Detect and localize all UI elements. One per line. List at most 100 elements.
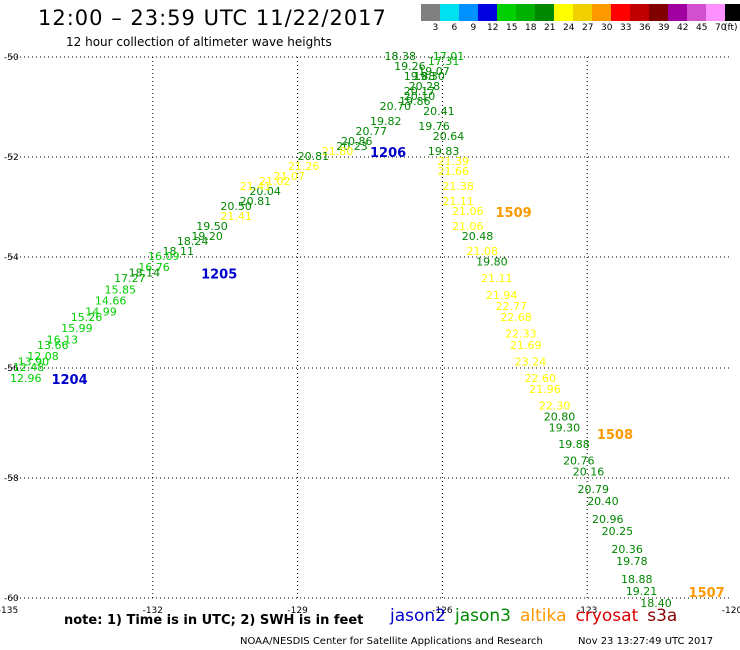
swh-value-label: 21.11: [442, 195, 474, 208]
swh-value-label: 12.08: [27, 350, 59, 363]
swh-value-label: 20.23: [336, 140, 368, 153]
swh-value-label: 19.30: [549, 422, 581, 435]
page-title: 12:00 – 23:59 UTC 11/22/2017: [38, 6, 387, 30]
swh-value-label: 20.41: [423, 105, 455, 118]
swh-value-label: 19.88: [558, 438, 590, 451]
swh-value-label: 20.64: [433, 130, 465, 143]
color-swatch: [554, 4, 573, 21]
swh-value-label: 19.80: [476, 256, 508, 269]
swh-value-label: 21.80: [322, 145, 354, 158]
swh-value-label: 12.48: [13, 361, 45, 374]
swh-value-label: 20.16: [573, 466, 605, 479]
swh-value-label: 21.26: [288, 160, 320, 173]
swh-value-label: 19.78: [616, 555, 648, 568]
swh-value-label: 15.99: [61, 322, 93, 335]
swh-value-label: 20.86: [341, 135, 373, 148]
latitude-tick-label: -52: [4, 153, 19, 163]
swh-value-label: 20.04: [249, 185, 280, 198]
swh-value-label: 19.86: [399, 95, 431, 108]
swh-value-label: 21.41: [240, 180, 272, 193]
swh-value-label: 22.77: [495, 300, 527, 313]
color-swatch: [421, 4, 440, 21]
swh-value-label: 22.68: [500, 311, 532, 324]
latitude-tick-label: -58: [4, 474, 19, 484]
swh-value-label: 13.90: [18, 355, 50, 368]
swh-value-label: 19.82: [370, 115, 402, 128]
credit-text: NOAA/NESDIS Center for Satellite Applica…: [240, 636, 543, 647]
pass-number-label: 1206: [370, 146, 406, 161]
color-swatch: [459, 4, 478, 21]
swh-value-label: 20.25: [602, 525, 634, 538]
color-swatch-label: 21: [544, 23, 556, 33]
swh-value-label: 19.88: [404, 70, 436, 83]
swh-value-label: 20.40: [587, 495, 619, 508]
color-swatch: [497, 4, 516, 21]
swh-value-label: 20.70: [380, 100, 412, 113]
page-subtitle: 12 hour collection of altimeter wave hei…: [66, 35, 332, 49]
satellite-legend: jason2 jason3 altika cryosat s3a: [390, 606, 686, 626]
color-swatch: [535, 4, 554, 21]
swh-value-label: 20.17: [404, 85, 436, 98]
swh-value-label: 23.24: [515, 355, 547, 368]
swh-value-label: 20.48: [462, 230, 494, 243]
latitude-tick-label: -60: [4, 594, 19, 604]
latitude-tick-label: -50: [4, 53, 19, 63]
color-swatch: [611, 4, 630, 21]
color-swatch-label: 39: [658, 23, 670, 33]
longitude-tick-label: -135: [0, 606, 18, 616]
color-swatch-label: 15: [506, 23, 518, 33]
pass-number-label: 1509: [495, 206, 531, 221]
color-swatch-label: 24: [563, 23, 575, 33]
swh-value-label: 21.07: [273, 170, 305, 183]
swh-value-label: 21.06: [452, 220, 484, 233]
swh-value-label: 20.96: [592, 513, 624, 526]
swh-value-label: 19.76: [418, 120, 450, 133]
swh-value-label: 19.83: [428, 145, 460, 158]
color-swatch-label: 12: [487, 23, 499, 33]
swh-value-label: 19.21: [626, 585, 658, 598]
pass-number-label: 1204: [51, 373, 87, 388]
swh-value-label: 20.28: [409, 80, 441, 93]
axis-tick-labels: -135 -132 -129 -126 -123 -120 -50 -52 -54 -56 -58 -…: [0, 53, 740, 616]
legend-entry-s3a: s3a: [647, 606, 678, 626]
swh-value-label: 18.14: [129, 267, 161, 280]
swh-value-label: 22.30: [539, 400, 571, 413]
pass-labels: 1206 1205 1204 1509 1508 1507: [51, 146, 724, 601]
color-swatch-label: 3: [432, 23, 439, 33]
color-swatch-label: 18: [525, 23, 537, 33]
swh-value-label: 18.40: [640, 597, 672, 610]
color-swatch: [687, 4, 706, 21]
swh-value-label: 21.39: [438, 155, 470, 168]
color-swatch-label: 9: [470, 23, 477, 33]
swh-value-label: 21.69: [510, 339, 542, 352]
swh-value-label: 16.76: [138, 261, 170, 274]
longitude-tick-label: -132: [143, 606, 163, 616]
color-swatch: [478, 4, 497, 21]
swh-value-label: 22.60: [524, 372, 556, 385]
swh-value-label: 20.81: [298, 150, 330, 163]
latitude-tick-label: -54: [4, 253, 19, 263]
color-swatch-label: 36: [639, 23, 651, 33]
swh-value-label: 18.24: [177, 235, 209, 248]
swh-value-label: 18.11: [162, 245, 194, 258]
longitude-tick-label: -120: [722, 606, 740, 616]
color-swatch: [706, 4, 725, 21]
swh-value-label: 20.79: [578, 483, 610, 496]
footer-note: note: 1) Time is in UTC; 2) SWH is in fe…: [64, 613, 364, 628]
swh-value-label: 21.96: [529, 383, 561, 396]
swh-value-label: 21.94: [486, 289, 517, 302]
color-swatch-label: 30: [601, 23, 613, 33]
color-swatch: [592, 4, 611, 21]
latitude-tick-label: -56: [4, 364, 19, 374]
color-swatch-label: 42: [677, 23, 689, 33]
swh-value-label: 21.06: [452, 205, 484, 218]
swh-value-label: 21.41: [220, 210, 252, 223]
swh-value-label: 17.31: [428, 55, 460, 68]
swh-value-label: 19.07: [418, 65, 450, 78]
color-swatch-label: 33: [620, 23, 632, 33]
swh-value-label: 21.11: [481, 272, 512, 285]
swh-value-label: 13.66: [37, 339, 69, 352]
swh-value-label: 16.13: [47, 333, 79, 346]
longitude-tick-label: -129: [287, 606, 308, 616]
